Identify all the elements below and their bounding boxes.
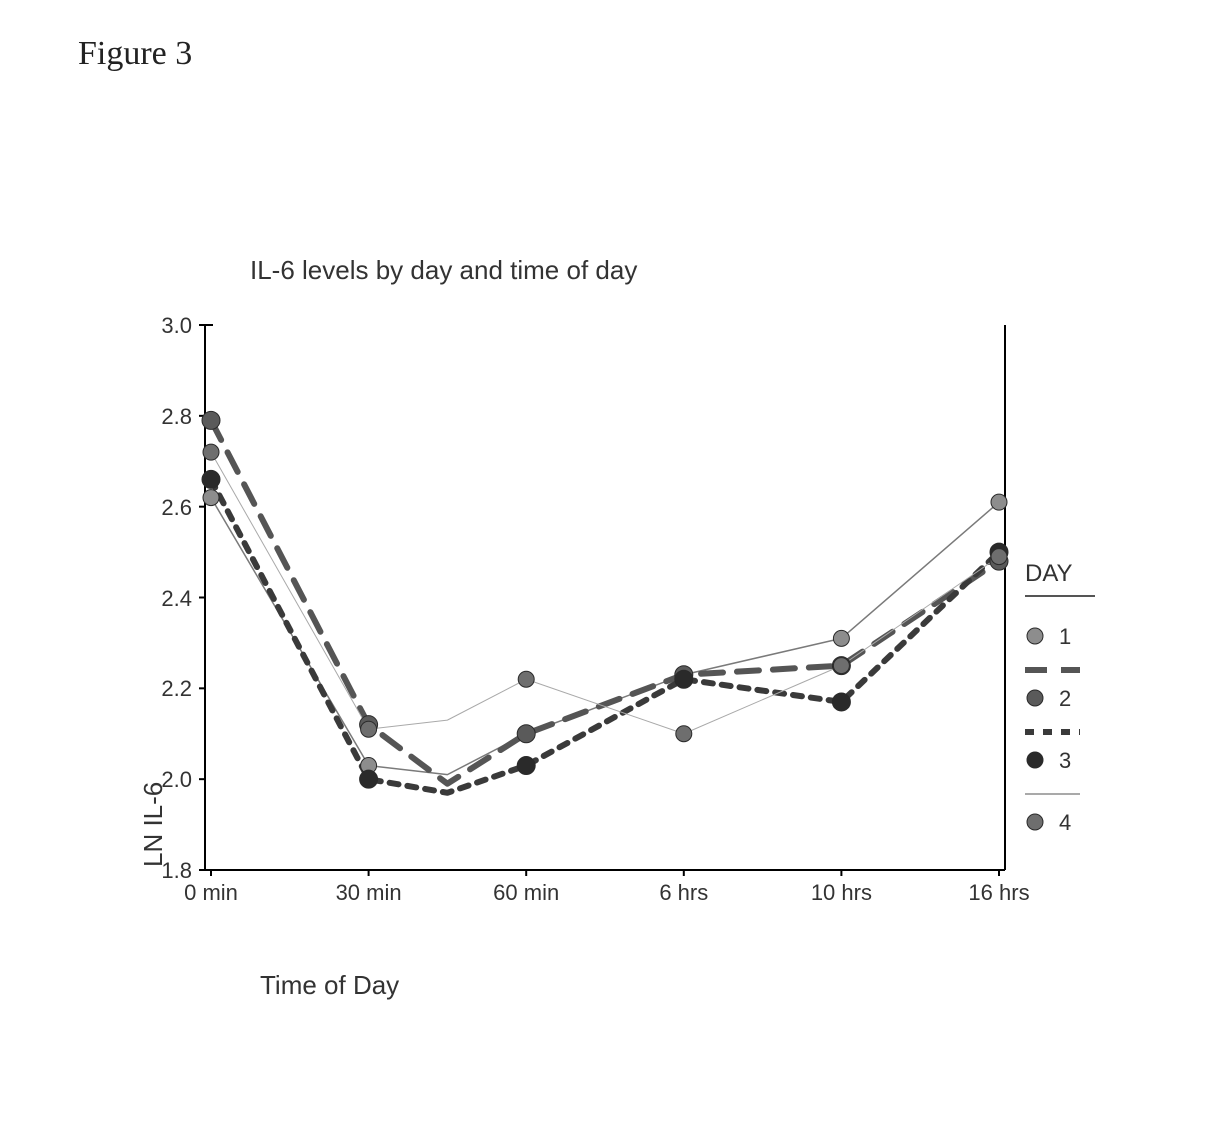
series-marker-day-4: [203, 444, 219, 460]
series-marker-day-4: [991, 549, 1007, 565]
legend-item-label: 4: [1059, 810, 1071, 836]
series-line-day-4: [211, 452, 999, 734]
y-axis-label: LN IL-6: [138, 782, 169, 867]
series-marker-day-3: [517, 757, 535, 775]
legend-title: DAY: [1025, 560, 1073, 588]
series-marker-day-4: [833, 658, 849, 674]
legend-item-label: 1: [1059, 624, 1071, 650]
x-tick-label: 6 hrs: [634, 880, 734, 906]
x-tick-label: 30 min: [319, 880, 419, 906]
series-marker-day-1: [203, 490, 219, 506]
chart-plot: [195, 315, 1015, 880]
series-line-day-2: [211, 420, 999, 783]
series-marker-day-1: [991, 494, 1007, 510]
x-axis-label: Time of Day: [260, 970, 399, 1001]
series-marker-day-3: [675, 670, 693, 688]
series-marker-day-3: [202, 470, 220, 488]
series-marker-day-1: [833, 630, 849, 646]
legend-item-label: 2: [1059, 686, 1071, 712]
series-marker-day-3: [832, 693, 850, 711]
y-tick-label: 2.4: [132, 586, 192, 612]
x-tick-label: 60 min: [476, 880, 576, 906]
x-tick-label: 0 min: [161, 880, 261, 906]
series-marker-day-2: [202, 411, 220, 429]
figure-label: Figure 3: [78, 35, 192, 73]
series-marker-day-3: [360, 770, 378, 788]
page-root: Figure 3 IL-6 levels by day and time of …: [0, 0, 1230, 1144]
y-tick-label: 2.6: [132, 495, 192, 521]
series-marker-day-4: [361, 721, 377, 737]
chart-title: IL-6 levels by day and time of day: [250, 255, 637, 286]
y-tick-label: 2.2: [132, 676, 192, 702]
y-tick-label: 3.0: [132, 313, 192, 339]
series-marker-day-4: [676, 726, 692, 742]
legend-lines: [1021, 592, 1201, 920]
series-marker-day-4: [518, 671, 534, 687]
y-tick-label: 2.8: [132, 404, 192, 430]
legend-item-label: 3: [1059, 748, 1071, 774]
series-marker-day-2: [517, 725, 535, 743]
x-tick-label: 10 hrs: [791, 880, 891, 906]
